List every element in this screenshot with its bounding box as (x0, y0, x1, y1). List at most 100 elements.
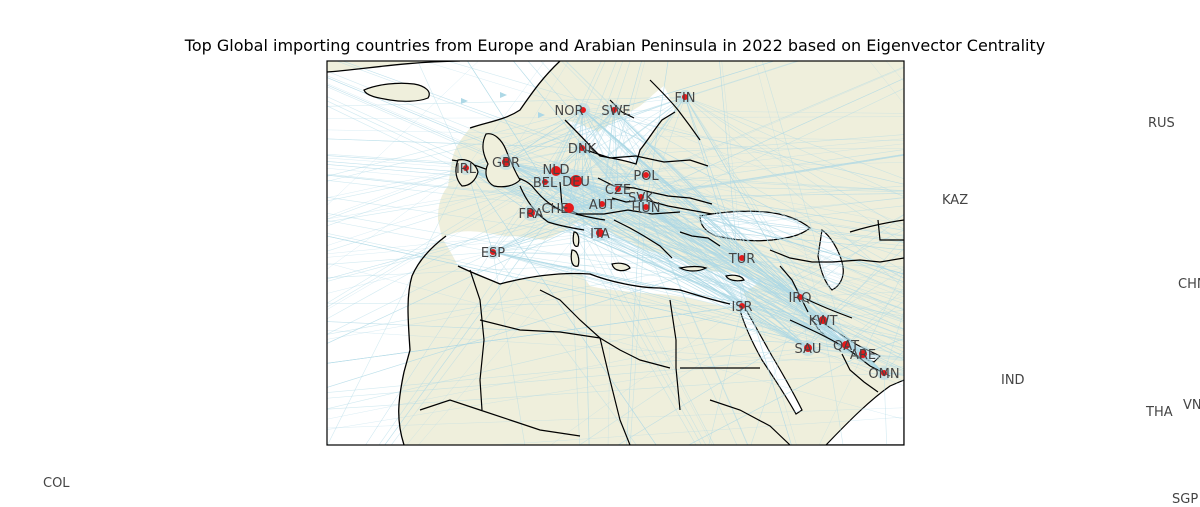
trade-edge-722 (327, 181, 546, 220)
trade-edge-637 (822, 248, 904, 321)
trade-edge-243 (613, 109, 642, 198)
trade-edge-708 (568, 109, 584, 209)
trade-edge-715 (640, 193, 904, 198)
trade-edge-320 (530, 154, 904, 214)
node-kwt (819, 316, 827, 324)
trade-edge-674 (822, 319, 904, 342)
trade-edge-525 (327, 353, 864, 399)
node-label-isr: ISR (731, 300, 752, 315)
trade-edge-607 (1001, 116, 1148, 373)
node-label-ita: ITA (590, 227, 610, 242)
trade-edge-288 (645, 206, 904, 242)
trade-edge-518 (862, 338, 904, 355)
node-fin (682, 94, 688, 100)
trade-edge-446 (799, 291, 904, 298)
trade-edge-51 (684, 96, 904, 244)
node-label-gbr: GBR (492, 156, 520, 171)
trade-edge-636 (741, 257, 847, 346)
trade-edge-222 (581, 147, 619, 190)
trade-edge-383 (327, 220, 494, 253)
trade-edge-575 (43, 476, 1172, 492)
trade-edge-598 (601, 203, 743, 259)
trade-edge-678 (942, 193, 1200, 400)
trade-edge-454 (799, 296, 904, 317)
trade-edge-16 (582, 109, 904, 279)
map-frame (326, 60, 905, 446)
trade-edge-430 (492, 251, 743, 307)
trade-edge-484 (845, 344, 904, 372)
trade-edge-658 (327, 319, 824, 420)
node-label-deu: DEU (562, 175, 590, 190)
trade-edge-76 (581, 61, 617, 149)
trade-edge-608 (719, 61, 743, 307)
trade-edge-682 (327, 344, 847, 430)
trade-edge-459 (750, 296, 801, 445)
trade-edge-449 (799, 214, 904, 298)
trade-edge-724 (599, 232, 713, 445)
trade-edge-347 (568, 96, 686, 209)
trade-edge-497 (645, 206, 847, 346)
trade-edge-706 (581, 147, 619, 190)
trade-edge-712 (418, 232, 601, 445)
trade-edge-424 (645, 206, 743, 307)
trade-edge-231 (327, 164, 619, 190)
trade-edge-241 (327, 188, 619, 335)
trade-edge-333 (568, 207, 904, 323)
trade-edge-490 (845, 300, 904, 346)
trade-edge-573 (43, 0, 300, 476)
trade-edge-109 (465, 167, 657, 445)
trade-edge-569 (883, 372, 887, 445)
trade-edge-589 (555, 162, 904, 172)
trade-edge-496 (845, 344, 904, 355)
node-label-swe: SWE (601, 104, 630, 119)
trade-edge-482 (822, 319, 844, 445)
trade-edge-182 (327, 77, 577, 182)
trade-edge-45 (684, 96, 792, 445)
trade-edge-585 (327, 237, 904, 340)
node-aut (599, 201, 605, 207)
trade-edge-7 (582, 109, 738, 445)
node-tur (739, 255, 745, 261)
trade-edge-665 (599, 61, 646, 234)
trade-edge-359 (530, 212, 601, 234)
trade-edge-470 (822, 309, 904, 321)
trade-edge-699 (365, 109, 584, 445)
node-svk (638, 194, 644, 200)
trade-edge-268 (601, 61, 642, 205)
trade-edge-588 (327, 181, 546, 310)
node-label-pol: POL (633, 169, 659, 184)
trade-edge-689 (617, 188, 743, 307)
trade-edge-529 (799, 296, 809, 349)
trade-edge-326 (530, 212, 824, 321)
trade-edge-402 (327, 196, 743, 259)
trade-edge-43 (613, 61, 631, 111)
trade-edge-691 (327, 155, 557, 172)
node-label-kwt: KWT (809, 314, 838, 329)
trade-edge-141 (327, 170, 557, 308)
trade-edge-713 (43, 0, 300, 476)
trade-edge-89 (465, 61, 800, 169)
trade-edge-428 (708, 305, 743, 445)
node-label-esp: ESP (481, 246, 505, 261)
trade-edge-408 (327, 257, 743, 388)
trade-edge-251 (640, 196, 904, 237)
trade-edge-397 (741, 257, 904, 310)
trade-edge-687 (327, 251, 494, 294)
node-esp (490, 249, 496, 255)
trade-edge-376 (492, 212, 532, 253)
trade-edge-216 (645, 174, 904, 258)
node-dnk (579, 145, 585, 151)
trade-edge-671 (422, 61, 584, 111)
trade-edge-553 (883, 349, 904, 374)
trade-edge-716 (550, 305, 743, 445)
sea-arabian (825, 379, 904, 445)
trade-edge-546 (465, 167, 809, 349)
trade-edge-422 (719, 61, 743, 307)
trade-edge-725 (327, 174, 603, 205)
island-crete (678, 265, 708, 272)
trade-edge-480 (822, 248, 904, 321)
trade-edge-295 (645, 61, 669, 208)
outside-label-tha: THA (1146, 405, 1173, 420)
